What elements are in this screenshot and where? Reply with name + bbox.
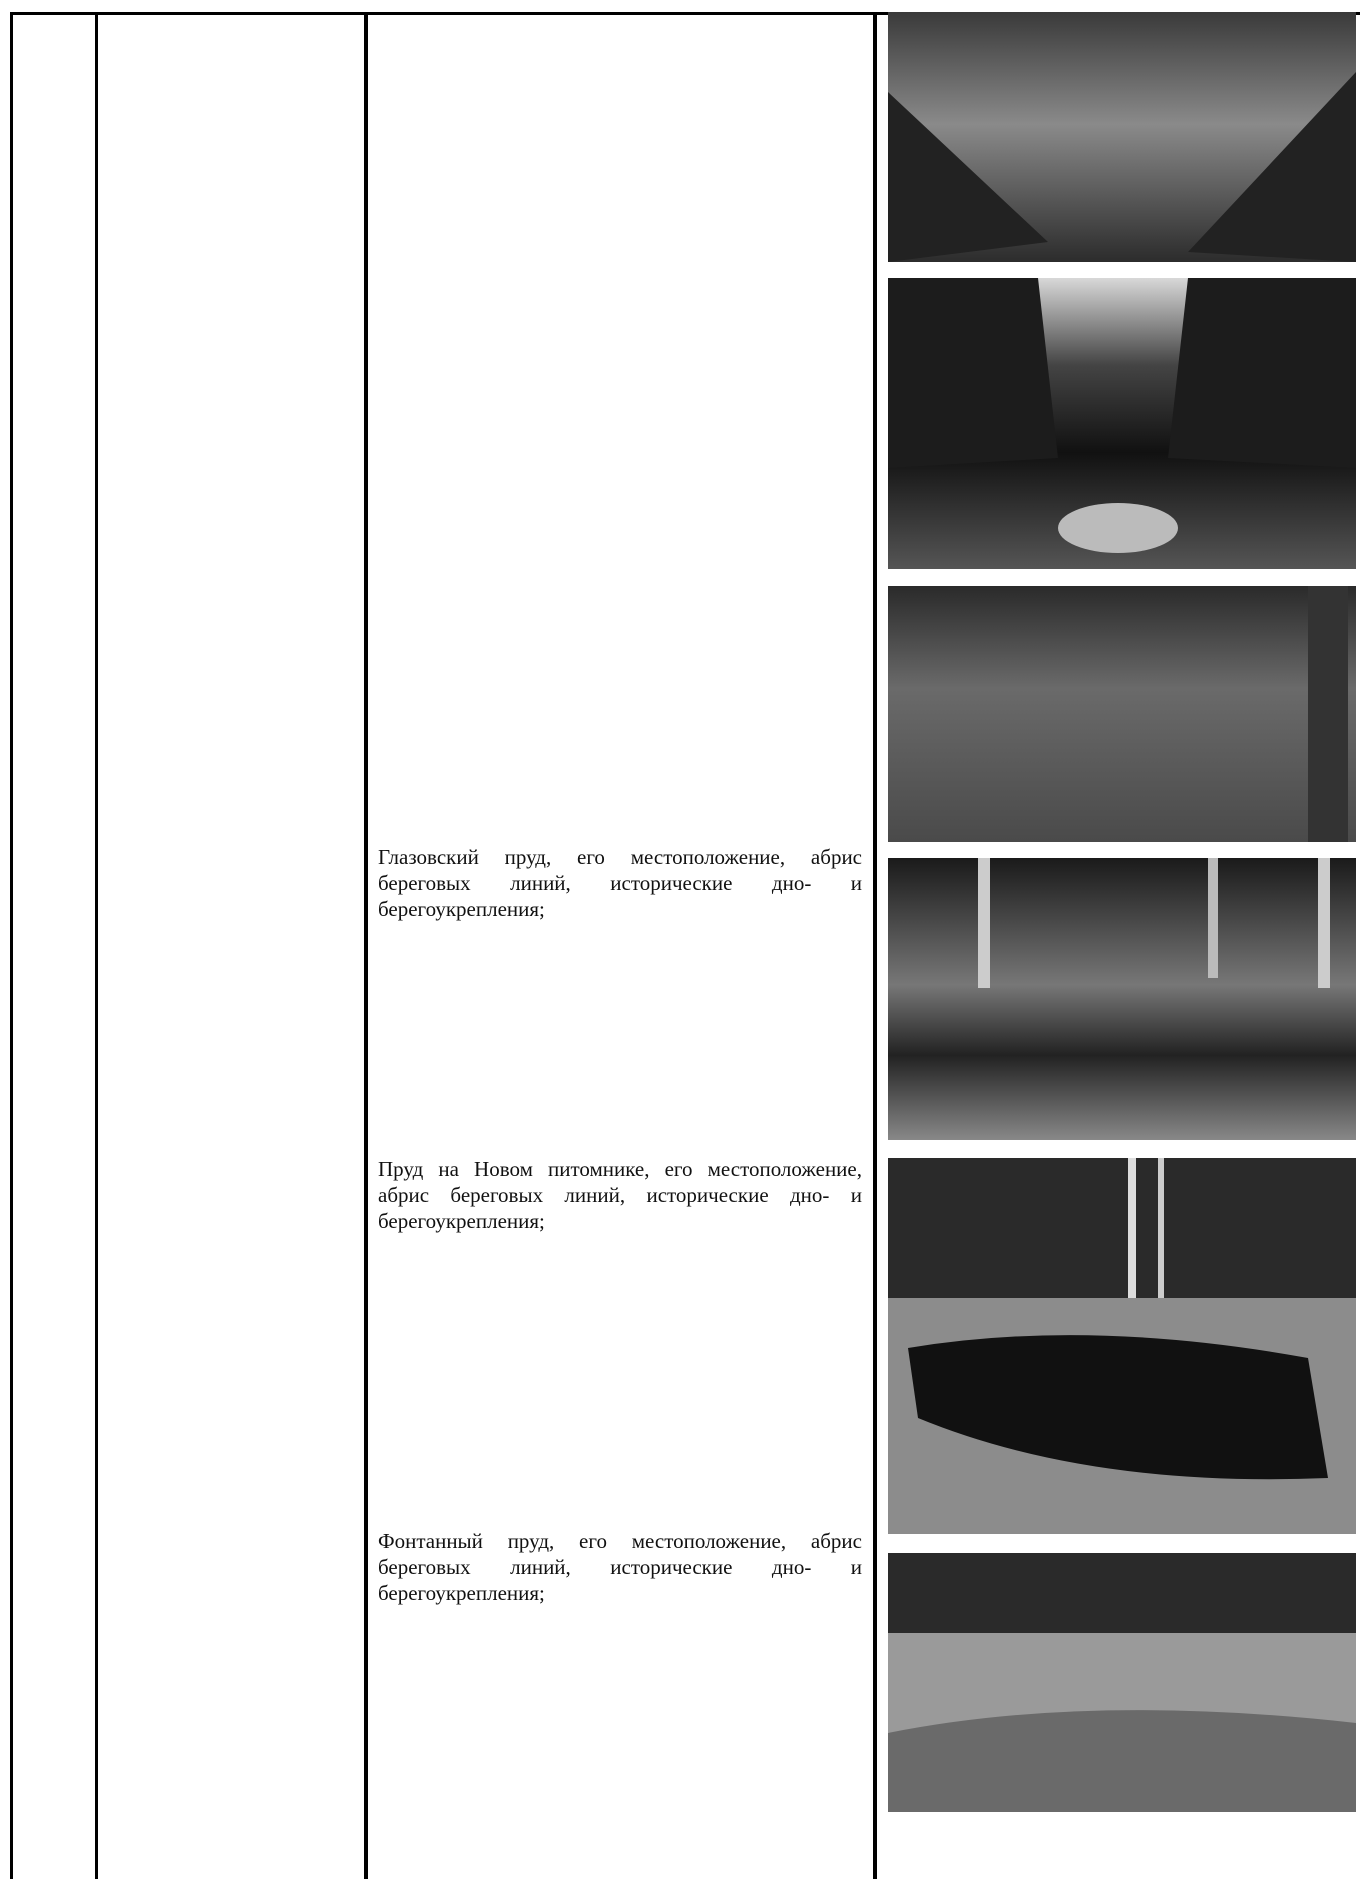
photo: [888, 1553, 1356, 1812]
table-top-border: [10, 12, 1360, 15]
table-border: [10, 12, 13, 1879]
photo: [888, 278, 1356, 569]
column-border: [95, 12, 98, 1879]
pond-description: Фонтанный пруд, его местоположение, абри…: [378, 1529, 862, 1605]
column-border: [873, 12, 877, 1879]
photo: [888, 12, 1356, 262]
photo: [888, 1158, 1356, 1534]
photo: [888, 858, 1356, 1140]
pond-description: Глазовский пруд, его местоположение, абр…: [378, 845, 862, 921]
pond-description: Пруд на Новом питомнике, его местоположе…: [378, 1157, 862, 1233]
photo: [888, 586, 1356, 842]
column-border: [364, 12, 368, 1879]
